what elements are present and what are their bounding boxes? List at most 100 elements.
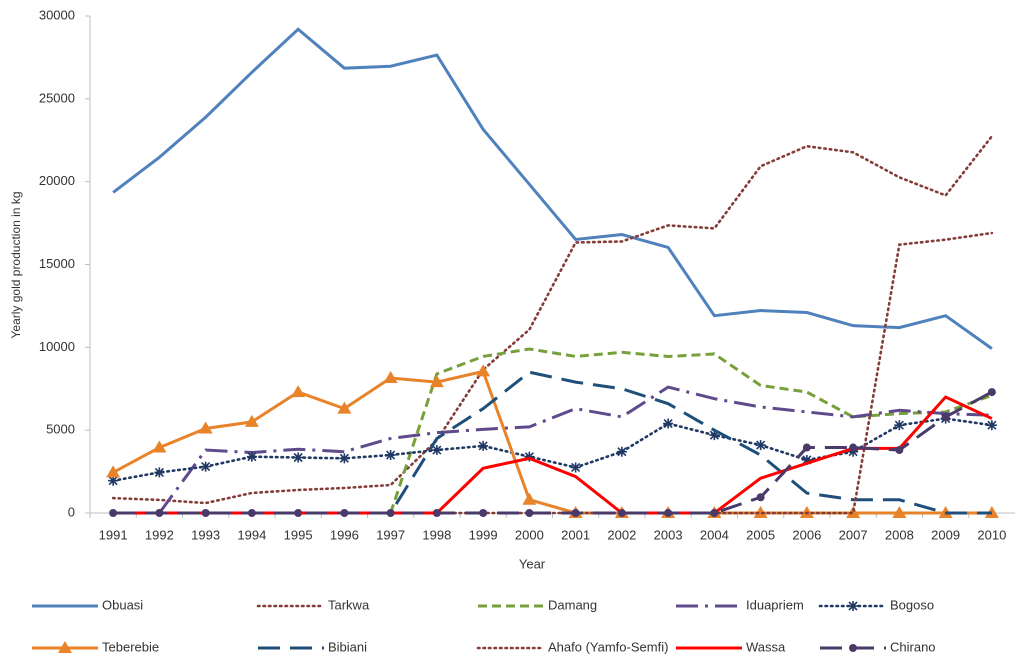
x-tick-label: 2003 [654,527,683,542]
triangle-marker [58,641,72,653]
legend-label: Teberebie [102,639,159,654]
x-tick-label: 2004 [700,527,729,542]
y-tick-label: 5000 [46,422,75,437]
triangle-marker [476,364,491,377]
x-tick-label: 2006 [792,527,821,542]
circle-marker [664,509,673,517]
y-tick-label: 15000 [39,256,75,271]
triangle-marker [198,421,213,434]
x-tick-label: 1991 [99,527,128,542]
legend-label: Chirano [890,639,936,654]
series-line [113,370,992,515]
circle-marker [710,509,719,517]
star-marker [848,446,859,457]
y-tick-label: 25000 [39,90,75,105]
triangle-marker [892,506,907,518]
x-tick-label: 2007 [839,527,868,542]
circle-marker [849,443,858,452]
x-tick-label: 1992 [145,527,174,542]
star-marker [616,446,627,457]
star-marker [478,440,489,451]
circle-marker [941,412,950,421]
x-tick-label: 1995 [284,527,313,542]
star-marker [339,453,350,464]
x-tick-label: 1999 [469,527,498,542]
circle-marker [756,493,765,502]
star-marker [431,445,442,456]
legend-label: Tarkwa [328,597,370,612]
x-tick-label: 1998 [422,527,451,542]
triangle-marker [429,375,444,388]
triangle-marker [152,440,167,453]
legend-label: Iduapriem [746,597,804,612]
circle-marker [247,509,256,517]
star-marker [200,461,211,472]
x-tick-label: 2010 [977,527,1006,542]
x-tick-label: 2005 [746,527,775,542]
star-marker [108,475,119,486]
circle-marker [525,509,534,517]
circle-marker [987,388,996,397]
x-tick-label: 2001 [561,527,590,542]
x-axis-label: Year [519,556,546,571]
star-marker [293,452,304,463]
star-marker [801,454,812,465]
legend-label: Ahafo (Yamfo-Semfi) [548,639,668,654]
star-marker [848,601,858,611]
triangle-marker [244,414,259,427]
y-tick-label: 30000 [39,7,75,22]
x-tick-label: 1993 [191,527,220,542]
star-marker [385,450,396,461]
x-tick-label: 2000 [515,527,544,542]
x-tick-label: 1996 [330,527,359,542]
x-tick-label: 1994 [237,527,266,542]
legend-label: Wassa [746,639,786,654]
star-marker [709,430,720,441]
y-tick-label: 0 [68,504,75,519]
series-line [111,134,994,505]
circle-marker [432,509,441,517]
star-marker [570,462,581,473]
series-line [111,417,994,482]
x-tick-label: 2009 [931,527,960,542]
circle-marker [386,509,395,517]
legend-label: Obuasi [102,597,143,612]
circle-marker [895,446,904,455]
y-tick-label: 20000 [39,173,75,188]
x-tick-label: 1997 [376,527,405,542]
legend-label: Damang [548,597,597,612]
triangle-marker [522,492,537,505]
circle-marker [340,509,349,517]
y-axis-label: Yearly gold production in kg [9,192,23,339]
circle-marker [155,509,164,517]
series-line [158,385,992,514]
star-marker [524,451,535,462]
series-line [112,369,992,515]
circle-marker [479,509,488,517]
x-tick-label: 2008 [885,527,914,542]
circle-marker [617,509,626,517]
legend-label: Bibiani [328,639,367,654]
triangle-marker [291,385,306,398]
legend-label: Bogoso [890,597,934,612]
star-marker [246,451,257,462]
series-line [111,231,994,515]
circle-marker [571,509,580,517]
x-tick-label: 2002 [607,527,636,542]
circle-marker [109,509,118,517]
triangle-marker [753,506,768,518]
star-marker [663,418,674,429]
series-line [113,390,993,515]
star-marker [755,440,766,451]
y-tick-label: 10000 [39,339,75,354]
star-marker [154,467,165,478]
star-marker [986,420,997,431]
circle-marker [849,644,857,652]
star-marker [894,420,905,431]
circle-marker [201,509,210,517]
series-line [389,347,993,514]
series-line [112,27,993,350]
triangle-marker [337,401,352,414]
circle-marker [294,509,303,517]
